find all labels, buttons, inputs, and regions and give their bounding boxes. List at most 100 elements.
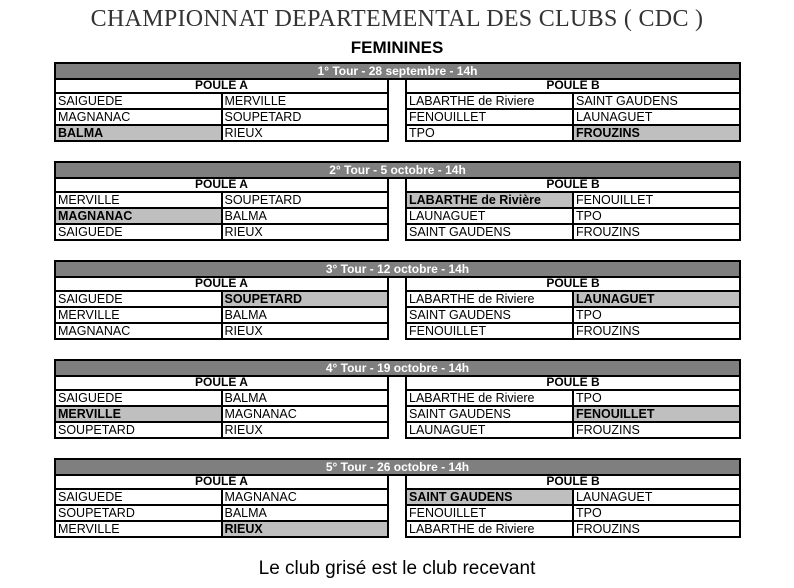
footer-note: Le club grisé est le club recevant [258,558,536,579]
team-cell: RIEUX [222,522,387,536]
team-cell: BALMA [224,506,267,520]
team-cell: FROUZINS [574,126,739,140]
team-cell: MERVILLE [224,94,287,108]
poule-header: POULE B [405,375,741,391]
team-cell: SAIGUEDE [56,94,223,108]
team-cell: SAINT GAUDENS [407,490,574,504]
tour-header: 4° Tour - 19 octobre - 14h [54,359,741,377]
team-cell: RIEUX [224,324,263,338]
tour-block: 1° Tour - 28 septembre - 14h POULE A SAI… [54,62,741,144]
poule-b-table: POULE B LABARTHE de Riviere SAINT GAUDEN… [405,78,741,160]
team-cell: LAUNAGUET [574,292,739,306]
team-cell: SAINT GAUDENS [407,225,574,239]
team-cell: FROUZINS [576,225,640,239]
poule-header: POULE B [405,78,741,94]
team-cell: MERVILLE [56,308,223,322]
team-cell: SAIGUEDE [56,292,223,306]
team-cell: LABARTHE de Riviere [407,94,574,108]
match-row: SAIGUEDE RIEUX [54,225,389,241]
match-row: BALMA RIEUX [54,126,389,142]
tour-header: 5° Tour - 26 octobre - 14h [54,458,741,476]
tour-header: 1° Tour - 28 septembre - 14h [54,62,741,80]
team-cell: FENOUILLET [574,407,739,421]
team-cell: LABARTHE de Riviere [407,522,574,536]
team-cell: FROUZINS [576,423,640,437]
poule-b-table: POULE B LABARTHE de Rivière FENOUILLET L… [405,177,741,259]
poule-a-table: POULE A MERVILLE SOUPETARD MAGNANAC BALM… [54,177,389,259]
match-row: SAINT GAUDENS FROUZINS [405,225,741,241]
team-cell: SAIGUEDE [56,225,223,239]
match-row: LABARTHE de Rivière FENOUILLET [405,193,741,209]
tour-header: 3° Tour - 12 octobre - 14h [54,260,741,278]
poule-header: POULE B [405,276,741,292]
tour-header: 2° Tour - 5 octobre - 14h [54,161,741,179]
team-cell: SOUPETARD [222,292,387,306]
document-title: CHAMPIONNAT DEPARTEMENTAL DES CLUBS ( CD… [90,6,704,32]
team-cell: FROUZINS [576,522,640,536]
match-row: LAUNAGUET TPO [405,209,741,225]
team-cell: TPO [407,126,574,140]
poule-a-table: POULE A SAIGUEDE MERVILLE MAGNANAC SOUPE… [54,78,389,160]
match-row: FENOUILLET FROUZINS [405,324,741,340]
team-cell: MAGNANAC [56,110,223,124]
team-cell: RIEUX [224,126,263,140]
team-cell: MAGNANAC [224,407,297,421]
team-cell: RIEUX [224,225,263,239]
match-row: FENOUILLET LAUNAGUET [405,110,741,126]
team-cell: SAINT GAUDENS [407,308,574,322]
match-row: MAGNANAC RIEUX [54,324,389,340]
team-cell: LABARTHE de Rivière [407,193,574,207]
match-row: MERVILLE SOUPETARD [54,193,389,209]
match-row: LABARTHE de Riviere LAUNAGUET [405,292,741,308]
team-cell: TPO [576,209,602,223]
team-cell: MAGNANAC [56,324,223,338]
match-row: SAINT GAUDENS FENOUILLET [405,407,741,423]
team-cell: RIEUX [224,423,263,437]
match-row: LAUNAGUET FROUZINS [405,423,741,439]
poule-b-table: POULE B LABARTHE de Riviere LAUNAGUET SA… [405,276,741,358]
team-cell: BALMA [56,126,223,140]
team-cell: MAGNANAC [224,490,297,504]
poule-header: POULE A [54,276,389,292]
team-cell: MAGNANAC [56,209,223,223]
poule-a-table: POULE A SAIGUEDE MAGNANAC SOUPETARD BALM… [54,474,389,556]
team-cell: SAIGUEDE [56,391,223,405]
tour-block: 3° Tour - 12 octobre - 14h POULE A SAIGU… [54,260,741,342]
match-row: SAINT GAUDENS TPO [405,308,741,324]
team-cell: SAINT GAUDENS [407,407,574,421]
match-row: SAINT GAUDENS LAUNAGUET [405,490,741,506]
match-row: TPO FROUZINS [405,126,741,142]
match-row: MERVILLE BALMA [54,308,389,324]
team-cell: FENOUILLET [407,110,574,124]
team-cell: MERVILLE [56,407,223,421]
poule-b-table: POULE B SAINT GAUDENS LAUNAGUET FENOUILL… [405,474,741,556]
poule-a-table: POULE A SAIGUEDE SOUPETARD MERVILLE BALM… [54,276,389,358]
team-cell: LAUNAGUET [407,209,574,223]
team-cell: SAIGUEDE [56,490,223,504]
poule-header: POULE A [54,78,389,94]
match-row: FENOUILLET TPO [405,506,741,522]
poule-header: POULE B [405,474,741,490]
match-row: MERVILLE MAGNANAC [54,407,389,423]
team-cell: MERVILLE [56,522,223,536]
match-row: LABARTHE de Riviere TPO [405,391,741,407]
team-cell: FROUZINS [576,324,640,338]
team-cell: SOUPETARD [56,506,223,520]
tour-block: 5° Tour - 26 octobre - 14h POULE A SAIGU… [54,458,741,540]
team-cell: TPO [576,308,602,322]
team-cell: BALMA [224,308,267,322]
match-row: MERVILLE RIEUX [54,522,389,538]
match-row: LABARTHE de Riviere FROUZINS [405,522,741,538]
team-cell: TPO [576,506,602,520]
team-cell: LAUNAGUET [576,490,653,504]
team-cell: BALMA [224,391,267,405]
match-row: MAGNANAC BALMA [54,209,389,225]
team-cell: BALMA [224,209,267,223]
team-cell: MERVILLE [56,193,223,207]
team-cell: LABARTHE de Riviere [407,391,574,405]
team-cell: LABARTHE de Riviere [407,292,574,306]
poule-header: POULE B [405,177,741,193]
team-cell: SOUPETARD [56,423,223,437]
match-row: SAIGUEDE MERVILLE [54,94,389,110]
match-row: SOUPETARD RIEUX [54,423,389,439]
